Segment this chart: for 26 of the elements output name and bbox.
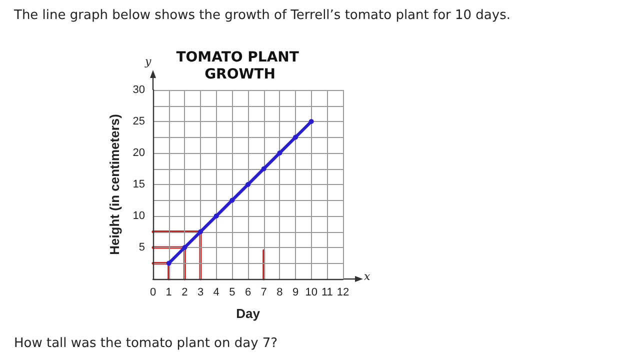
x-tick-label: 5 — [229, 286, 236, 298]
text: y — [144, 55, 152, 68]
y-tick-label: 5 — [138, 242, 145, 254]
x-tick-label: 6 — [244, 286, 252, 298]
x-tick-label: 11 — [321, 286, 333, 298]
text: x — [364, 270, 371, 283]
x-tick-label: 3 — [197, 286, 204, 298]
y-tick-label: 30 — [132, 84, 145, 96]
y-tick-label: 10 — [132, 210, 145, 222]
x-tick-label: 9 — [292, 286, 299, 298]
y-axis-title: Height (in centimeters) — [107, 114, 122, 255]
x-tick-label: 10 — [305, 286, 318, 298]
y-tick-label: 25 — [132, 116, 145, 128]
chart-title: TOMATO PLANT GROWTH — [176, 50, 304, 82]
x-tick-label: 8 — [276, 286, 283, 298]
x-tick-label: 2 — [182, 286, 188, 298]
text: How tall was the tomato plant on day 7? — [14, 336, 278, 351]
x-tick-label: 1 — [166, 286, 172, 298]
x-tick-label: 4 — [213, 286, 220, 298]
x-axis-title: Day — [236, 306, 261, 321]
y-tick-label: 20 — [132, 147, 145, 159]
x-tick-label: 12 — [336, 286, 350, 298]
text: The line graph below shows the growth of Terrell’s tomato plant for 10 days. — [14, 8, 510, 23]
x-tick-label: 0 — [150, 286, 156, 298]
y-tick-label: 15 — [132, 178, 145, 190]
x-tick-label: 7 — [260, 286, 267, 298]
